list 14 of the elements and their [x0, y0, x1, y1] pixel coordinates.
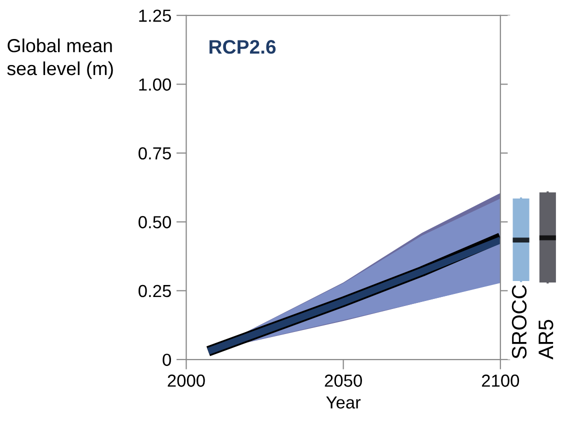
y-tick-label: 0.75: [138, 147, 171, 160]
text: RCP2.6: [210, 40, 276, 54]
y-tick-label: 1.25: [139, 10, 171, 22]
x-axis-title: Year: [326, 396, 361, 409]
y-tick-label: 0: [162, 354, 171, 366]
x-tick-label: 2100: [482, 374, 520, 387]
x-tick-label: 2000: [168, 374, 205, 387]
y-tick-label: 0.50: [138, 216, 171, 228]
x-tick-label: 2050: [324, 374, 362, 387]
x-tick-label: SROCC: [512, 285, 527, 359]
x-tick-label: AR5: [538, 320, 554, 360]
y-tick-label: 1.00: [139, 78, 171, 91]
y-tick-label: 0.25: [138, 284, 171, 298]
y-axis-title: Global mean sea level (m): [7, 38, 113, 79]
